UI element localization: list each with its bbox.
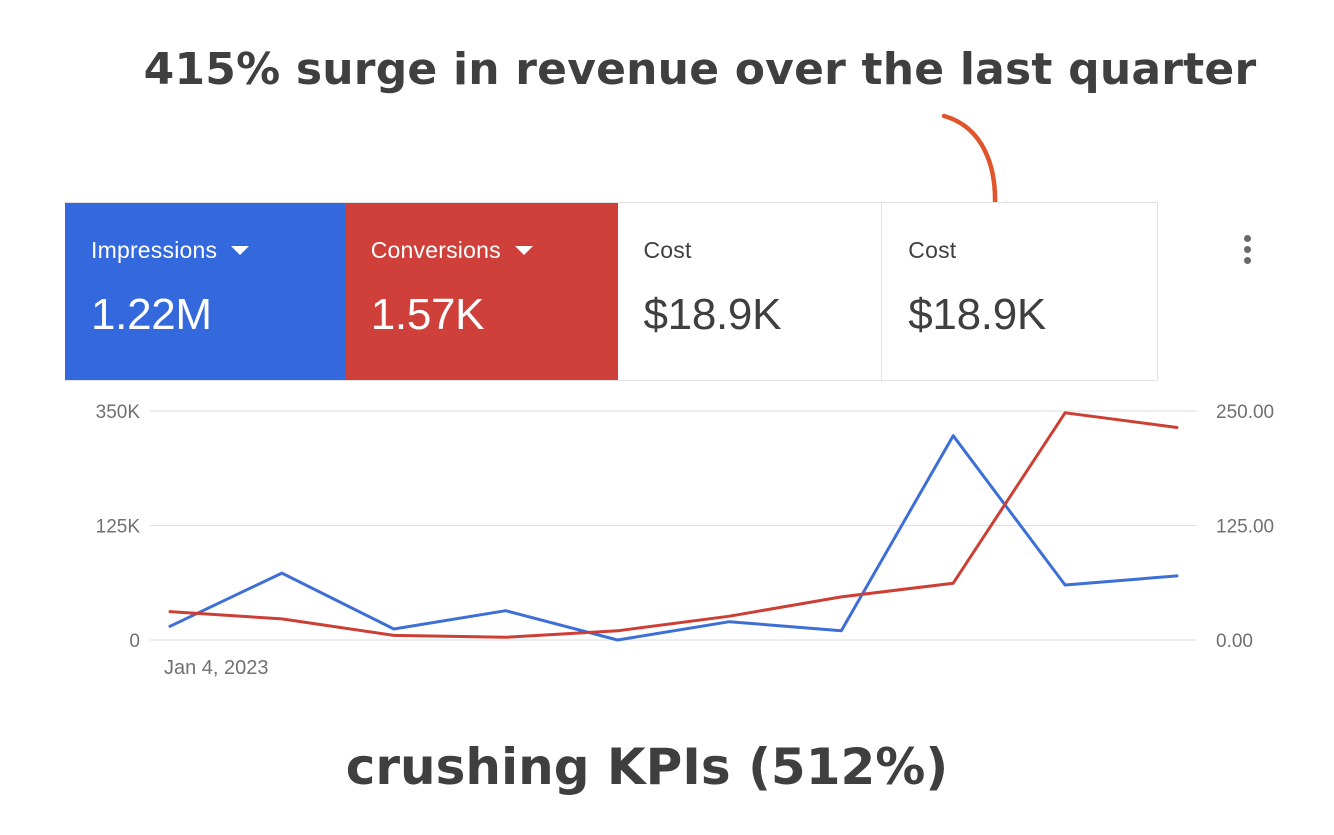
more-vert-icon[interactable] — [1236, 232, 1262, 268]
metric-label: Impressions — [91, 237, 345, 264]
metric-cards: Impressions 1.22M Conversions 1.57K Cost… — [65, 202, 1158, 381]
metric-card-impressions[interactable]: Impressions 1.22M — [65, 203, 345, 380]
left-tick-label: 125K — [96, 517, 141, 538]
left-tick-label: 350K — [96, 402, 141, 423]
metric-card-cost-secondary[interactable]: Cost $18.9K — [882, 203, 1158, 380]
metric-label: Cost — [908, 237, 1157, 264]
metric-label-text: Cost — [908, 237, 957, 263]
metric-label-text: Impressions — [91, 237, 218, 263]
series-line-2 — [168, 411, 1179, 639]
right-tick-label: 250.00 — [1216, 402, 1274, 423]
right-tick-label: 125.00 — [1216, 517, 1274, 538]
right-axis-ticks: 250.00 125.00 0.00 — [1216, 402, 1274, 652]
kebab-dot — [1244, 235, 1251, 242]
chart-grid — [150, 410, 1197, 641]
metric-label-text: Cost — [643, 237, 692, 263]
left-tick-label: 0 — [129, 631, 140, 652]
metric-card-conversions[interactable]: Conversions 1.57K — [344, 203, 618, 380]
x-axis-start-label: Jan 4, 2023 — [164, 657, 269, 679]
chart-series — [168, 411, 1179, 642]
footer-caption: crushing KPIs (512%) — [345, 738, 949, 796]
caret-down-icon[interactable] — [514, 246, 533, 255]
left-axis-ticks: 350K 125K 0 — [96, 402, 141, 652]
metric-label-text: Conversions — [370, 237, 501, 263]
metric-label: Conversions — [371, 237, 618, 264]
arrow-shaft — [941, 113, 998, 223]
right-tick-label: 0.00 — [1216, 631, 1253, 652]
kebab-dot — [1244, 257, 1251, 264]
metric-value: $18.9K — [908, 290, 1046, 339]
kebab-dot — [1244, 246, 1251, 253]
headline: 415% surge in revenue over the last quar… — [143, 44, 1257, 95]
metric-card-cost[interactable]: Cost $18.9K — [617, 203, 883, 380]
metric-value: 1.22M — [91, 290, 212, 339]
metric-value: 1.57K — [370, 290, 485, 339]
metric-label: Cost — [644, 237, 882, 264]
caret-down-icon[interactable] — [231, 246, 250, 255]
metric-value: $18.9K — [643, 290, 782, 339]
series-line-1 — [168, 434, 1179, 642]
